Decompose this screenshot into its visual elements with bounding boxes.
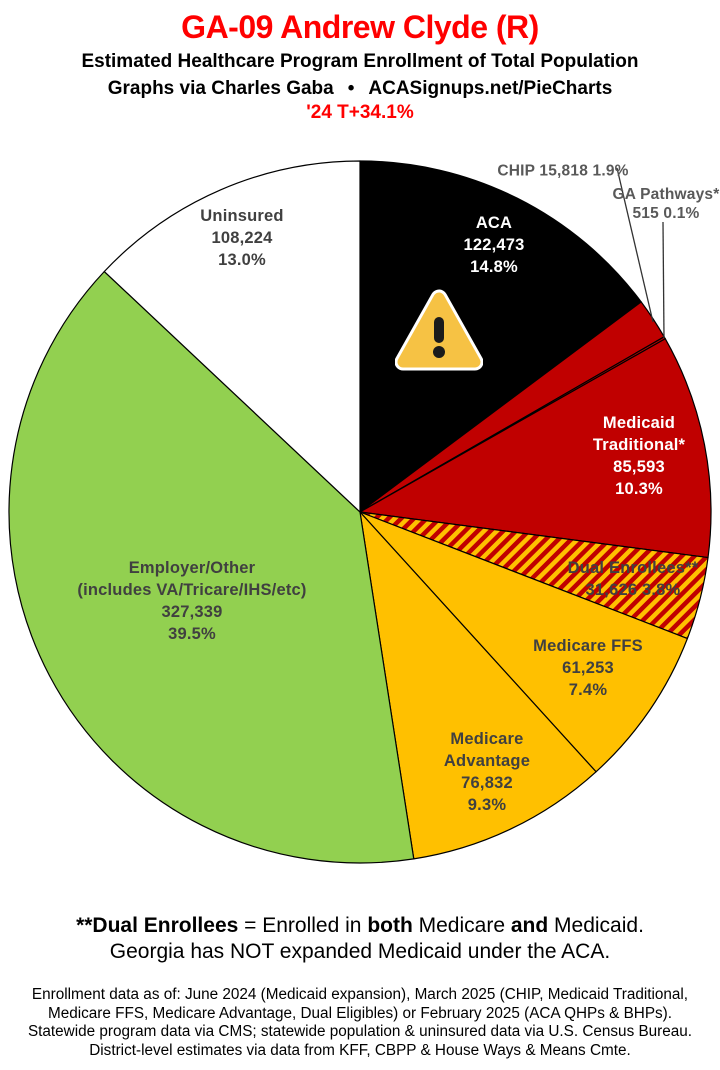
chart-subtitle: Estimated Healthcare Program Enrollment … (81, 51, 639, 72)
footnote-bold-both: both (367, 914, 413, 937)
warning-icon (394, 289, 484, 373)
medicaid-expansion-note: Georgia has NOT expanded Medicaid under … (109, 940, 611, 963)
trend-annotation: '24 T+34.1% (306, 102, 414, 123)
footnote-text: = Enrolled in (238, 914, 368, 937)
leader-line-chip (616, 167, 654, 323)
bullet-separator: • (347, 78, 355, 99)
byline-credit: Graphs via Charles Gaba (107, 78, 334, 99)
page-title: GA-09 Andrew Clyde (R) (181, 9, 539, 45)
leader-line-ga-pathways (662, 221, 665, 339)
byline-site: ACASignups.net/PieCharts (368, 78, 613, 99)
footnote-text: Medicaid. (548, 914, 644, 937)
pie-slice-medicare-ffs (359, 511, 688, 773)
source-note-line: Enrollment data as of: June 2024 (Medica… (31, 986, 689, 1003)
pie-slice-medicaid-traditional (359, 338, 712, 559)
dual-enrollees-footnote: **Dual Enrollees = Enrolled in both Medi… (0, 913, 720, 938)
data-source-notes: Enrollment data as of: June 2024 (Medica… (0, 986, 720, 1060)
footnote-text: Medicare (412, 914, 511, 937)
pie-slice-employer-other (8, 270, 415, 864)
pie-slice-aca (359, 160, 642, 513)
chart-byline: Graphs via Charles Gaba • ACASignups.net/P… (0, 78, 720, 100)
source-note-line: Statewide program data via CMS; statewid… (27, 1023, 693, 1041)
warning-triangle-icon (394, 289, 484, 371)
footnote-bold-and: and (510, 914, 549, 937)
pie-slice-uninsured (103, 160, 361, 513)
pie-slice-medicare-advantage (359, 511, 597, 860)
source-note-line: District-level estimates via data from K… (89, 1041, 631, 1059)
source-note-line: Medicare FFS, Medicare Advantage, Dual E… (47, 1004, 673, 1022)
footnote-bold-dual: **Dual Enrollees (76, 914, 239, 937)
